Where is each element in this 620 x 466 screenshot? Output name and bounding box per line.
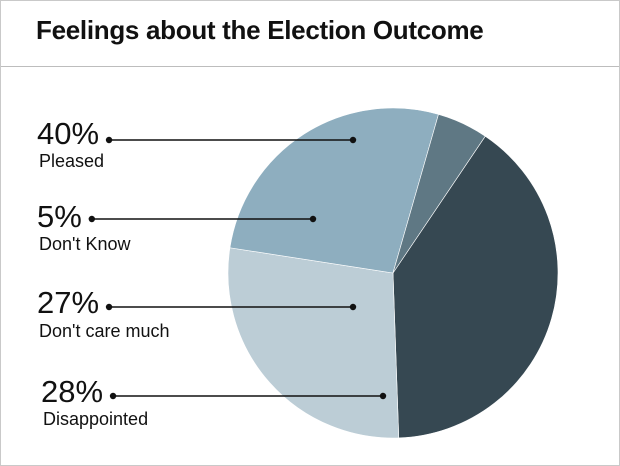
pie-slices bbox=[227, 107, 559, 439]
leader-dot-end-don-t-care-much bbox=[349, 303, 357, 311]
category-label-pleased: Pleased bbox=[39, 151, 104, 171]
pie-slice-don-t-care-much bbox=[229, 107, 439, 274]
category-label-don-t-know: Don't Know bbox=[39, 234, 131, 254]
value-label-don-t-care-much: 27% bbox=[37, 285, 99, 320]
value-label-don-t-know: 5% bbox=[37, 199, 82, 234]
leader-dot-start-pleased bbox=[105, 136, 113, 144]
pie-slice-don-t-know bbox=[392, 114, 486, 274]
value-label-disappointed: 28% bbox=[41, 374, 103, 409]
pie-slice-pleased bbox=[392, 135, 559, 439]
pie-callouts: 40%Pleased 5%Don't Know 27%Don't care much… bbox=[37, 116, 387, 429]
leader-dot-start-don-t-care-much bbox=[105, 303, 113, 311]
value-label-pleased: 40% bbox=[37, 116, 99, 151]
leader-dot-start-don-t-know bbox=[88, 215, 96, 223]
leader-dot-end-disappointed bbox=[379, 392, 387, 400]
leader-dot-end-don-t-know bbox=[309, 215, 317, 223]
chart-title: Feelings about the Election Outcome bbox=[36, 15, 484, 45]
category-label-don-t-care-much: Don't care much bbox=[39, 321, 170, 341]
leader-dot-end-pleased bbox=[349, 136, 357, 144]
title-divider bbox=[1, 66, 619, 67]
leader-dot-start-disappointed bbox=[109, 392, 117, 400]
category-label-disappointed: Disappointed bbox=[43, 409, 148, 429]
pie-slice-disappointed bbox=[227, 247, 400, 439]
